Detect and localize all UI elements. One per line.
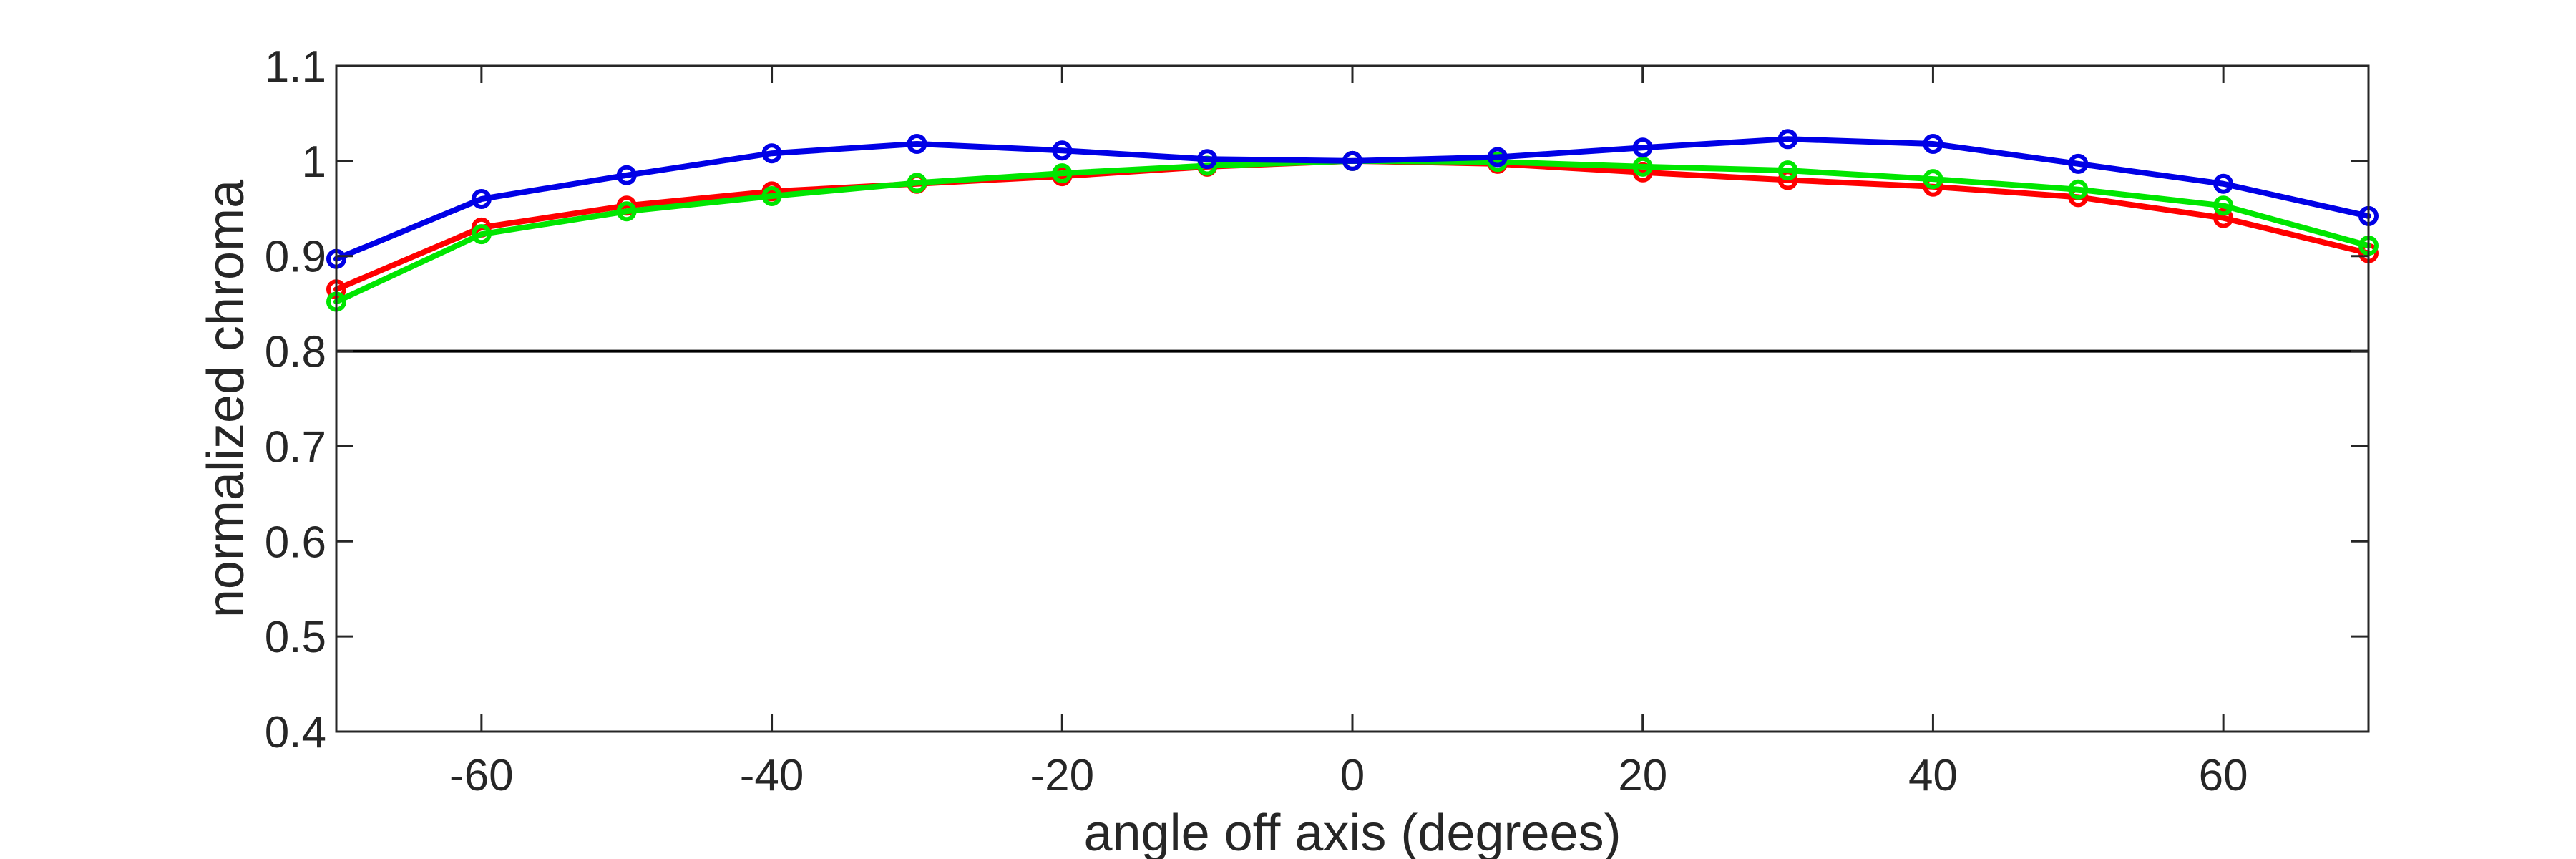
- data-point: [1197, 149, 1218, 170]
- data-point: [1487, 147, 1508, 168]
- data-point: [471, 189, 492, 209]
- x-tick-label: 60: [2199, 751, 2248, 800]
- data-point: [907, 133, 927, 154]
- data-point: [1342, 150, 1362, 171]
- tick-layer: [336, 64, 2368, 733]
- y-tick-label: 0.8: [265, 328, 326, 377]
- data-point: [471, 224, 492, 245]
- data-point: [907, 173, 927, 193]
- data-point: [1923, 133, 1943, 154]
- tick-label-layer: -60 -40 -20 0 20 40 60 0.4 0.5 0.6 0.7 0.8 0.9 1 1.1: [265, 42, 2248, 800]
- series-line: [333, 157, 2371, 305]
- x-tick-label: 40: [1908, 751, 1958, 800]
- y-tick-label: 0.7: [265, 422, 326, 472]
- data-point: [2213, 195, 2234, 216]
- y-tick-label: 0.6: [265, 518, 326, 567]
- y-tick-label: 0.4: [265, 708, 326, 757]
- data-point: [761, 143, 782, 164]
- series-line: [333, 136, 2371, 262]
- x-tick-label: -20: [1030, 751, 1094, 800]
- x-tick-label: 0: [1340, 751, 1365, 800]
- data-point: [616, 201, 637, 222]
- x-tick-label: -40: [740, 751, 804, 800]
- data-point: [1777, 129, 1798, 150]
- data-point: [2068, 179, 2089, 200]
- data-point: [1632, 156, 1653, 177]
- data-point: [616, 165, 637, 185]
- data-point: [2068, 153, 2089, 174]
- data-point: [1052, 140, 1073, 161]
- y-tick-label: 0.5: [265, 613, 326, 662]
- series-layer: [326, 129, 2379, 312]
- data-point: [1923, 169, 1943, 190]
- data-point: [2213, 173, 2234, 194]
- data-point: [1632, 137, 1653, 158]
- plot-frame: [335, 64, 2370, 733]
- series-line: [333, 157, 2371, 293]
- y-tick-label: 1: [302, 137, 326, 187]
- y-tick-label: 1.1: [265, 42, 326, 92]
- x-axis-label: angle off axis (degrees): [1083, 805, 1621, 859]
- data-point: [761, 186, 782, 207]
- data-point: [1052, 163, 1073, 184]
- x-tick-label: 20: [1618, 751, 1667, 800]
- data-point: [1777, 160, 1798, 181]
- y-tick-label: 0.9: [265, 233, 326, 282]
- x-tick-label: -60: [449, 751, 514, 800]
- y-axis-label: normalized chroma: [197, 179, 255, 618]
- data-point: [2213, 208, 2234, 228]
